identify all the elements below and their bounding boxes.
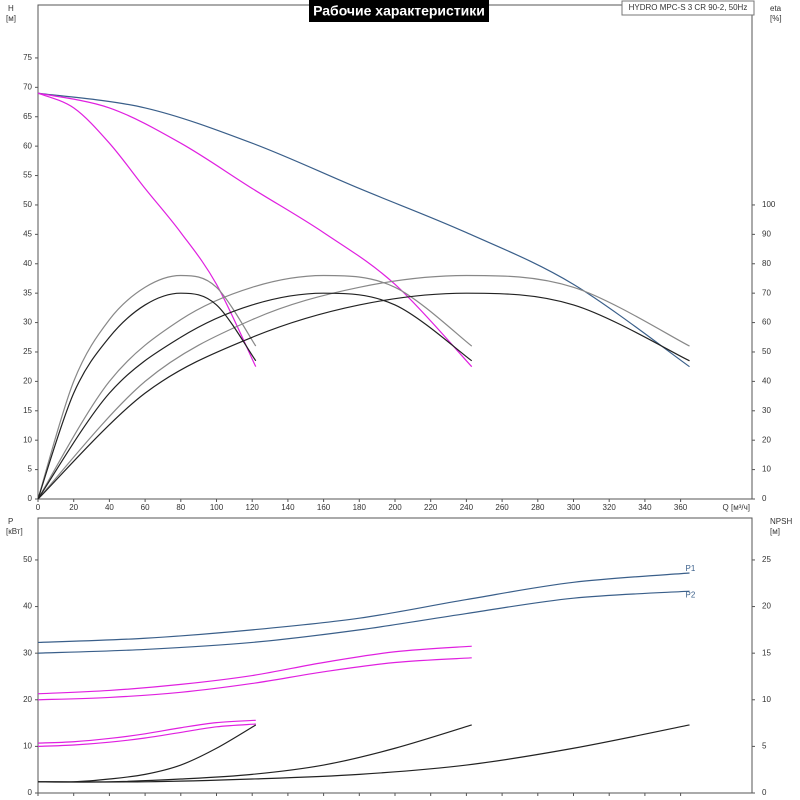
model-box: [621, 0, 755, 16]
x-tick-label: 260: [495, 503, 509, 512]
y2-tick-label: 20: [762, 435, 771, 444]
curve: [37, 292, 690, 500]
x-tick-label: 140: [281, 503, 295, 512]
x-tick-label: 320: [603, 503, 617, 512]
x-tick-label: 340: [638, 503, 652, 512]
y-tick-label: 40: [23, 602, 32, 611]
x-tick-label: 120: [246, 503, 260, 512]
y2-tick-label: 10: [762, 695, 771, 704]
y2-tick-label: 25: [762, 555, 771, 564]
y2-tick-label: 20: [762, 602, 771, 611]
y-axis-unit: [м]: [6, 14, 16, 23]
y-tick-label: 50: [23, 200, 32, 209]
y-tick-label: 75: [23, 53, 32, 62]
y2-tick-label: 70: [762, 288, 771, 297]
y-axis-unit: [кВт]: [6, 527, 23, 536]
y-tick-label: 60: [23, 141, 32, 150]
curve: [37, 274, 473, 500]
curve: [37, 657, 472, 701]
x-tick-label: 200: [388, 503, 402, 512]
curve: [37, 92, 257, 367]
x-tick-label: 280: [531, 503, 545, 512]
chart-title: Рабочие характеристики: [313, 3, 485, 19]
x-tick-label: 180: [353, 503, 367, 512]
x-tick-label: 80: [176, 503, 185, 512]
y2-tick-label: 5: [762, 741, 767, 750]
curve: [37, 724, 257, 783]
y2-axis-unit: [м]: [770, 527, 780, 536]
y2-tick-label: 10: [762, 465, 771, 474]
curve: [37, 92, 473, 368]
x-tick-label: 300: [567, 503, 581, 512]
y-tick-label: 25: [23, 347, 32, 356]
y-tick-label: 45: [23, 229, 32, 238]
series-label: P1: [686, 564, 696, 573]
y-tick-label: 10: [23, 435, 32, 444]
y-tick-label: 30: [23, 318, 32, 327]
y-axis-label: P: [8, 517, 13, 526]
y2-tick-label: 40: [762, 376, 771, 385]
x-tick-label: 360: [674, 503, 688, 512]
curve: [37, 719, 256, 744]
y-tick-label: 50: [23, 555, 32, 564]
y2-tick-label: 0: [762, 494, 767, 503]
curve: [37, 724, 472, 783]
y-tick-label: 10: [23, 741, 32, 750]
plot-frame: [37, 4, 753, 500]
x-tick-label: 220: [424, 503, 438, 512]
curve: [37, 274, 690, 500]
y-tick-label: 40: [23, 259, 32, 268]
curve: [37, 274, 257, 500]
y-tick-label: 35: [23, 288, 32, 297]
x-tick-label: 160: [317, 503, 331, 512]
curve: [37, 645, 472, 695]
curve: [37, 590, 690, 654]
y2-tick-label: 50: [762, 347, 771, 356]
y2-axis-unit: [%]: [770, 14, 782, 23]
x-tick-label: 20: [69, 503, 78, 512]
curve: [37, 292, 473, 500]
x-tick-label: 100: [210, 503, 224, 512]
x-tick-label: 0: [36, 503, 41, 512]
model-label: HYDRO MPC-S 3 CR 90-2, 50Hz: [629, 3, 748, 12]
y-tick-label: 70: [23, 82, 32, 91]
y2-tick-label: 60: [762, 318, 771, 327]
y-tick-label: 5: [28, 465, 33, 474]
y-tick-label: 0: [28, 494, 33, 503]
y-tick-label: 20: [23, 376, 32, 385]
curve: [37, 572, 690, 644]
y2-tick-label: 30: [762, 406, 771, 415]
y2-axis-label: NPSH: [770, 517, 792, 526]
y2-tick-label: 80: [762, 259, 771, 268]
x-tick-label: 40: [105, 503, 114, 512]
y2-tick-label: 90: [762, 229, 771, 238]
x-tick-label: 60: [141, 503, 150, 512]
x-axis-label: Q [м³/ч]: [723, 503, 750, 512]
y-tick-label: 15: [23, 406, 32, 415]
y-tick-label: 0: [28, 788, 33, 797]
title-box: [309, 0, 489, 22]
curve: [37, 92, 690, 368]
curve: [37, 292, 257, 500]
y-tick-label: 20: [23, 695, 32, 704]
y2-tick-label: 0: [762, 788, 767, 797]
y-tick-label: 55: [23, 171, 32, 180]
y2-axis-label: eta: [770, 4, 782, 13]
x-tick-label: 240: [460, 503, 474, 512]
y2-tick-label: 15: [762, 648, 771, 657]
y-axis-label: H: [8, 4, 14, 13]
curve: [37, 723, 256, 747]
curve: [37, 724, 690, 783]
series-label: P2: [686, 590, 696, 599]
y2-tick-label: 100: [762, 200, 776, 209]
y-tick-label: 65: [23, 112, 32, 121]
plot-frame: [37, 517, 753, 794]
y-tick-label: 30: [23, 648, 32, 657]
